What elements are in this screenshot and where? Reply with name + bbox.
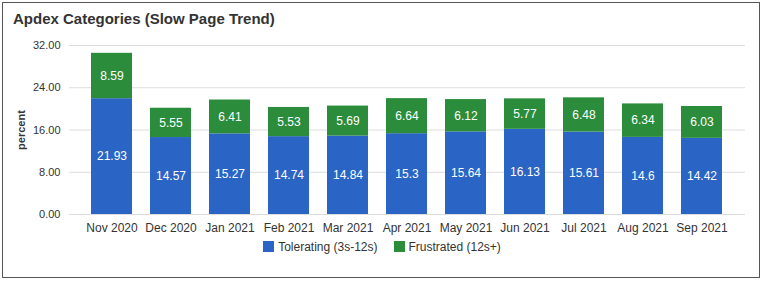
svg-text:Feb 2021: Feb 2021 xyxy=(264,221,315,235)
svg-text:15.3: 15.3 xyxy=(395,167,419,181)
svg-text:6.48: 6.48 xyxy=(572,108,596,122)
svg-text:15.64: 15.64 xyxy=(451,166,481,180)
html-text:Apdex Categories (Slow Page Tr: Apdex Categories (Slow Page Trend) xyxy=(13,10,275,27)
svg-text:Jan 2021: Jan 2021 xyxy=(205,221,255,235)
svg-text:6.03: 6.03 xyxy=(690,115,714,129)
svg-text:Aug 2021: Aug 2021 xyxy=(617,221,669,235)
svg-text:15.27: 15.27 xyxy=(215,167,245,181)
svg-text:percent: percent xyxy=(15,110,27,150)
svg-text:15.61: 15.61 xyxy=(569,166,599,180)
svg-text:6.64: 6.64 xyxy=(395,109,419,123)
svg-text:Dec 2020: Dec 2020 xyxy=(145,221,197,235)
svg-text:Jun 2021: Jun 2021 xyxy=(500,221,550,235)
svg-text:Jul 2021: Jul 2021 xyxy=(561,221,607,235)
svg-text:14.74: 14.74 xyxy=(274,168,304,182)
svg-text:5.53: 5.53 xyxy=(277,115,301,129)
svg-text:Sep 2021: Sep 2021 xyxy=(676,221,728,235)
svg-text:6.34: 6.34 xyxy=(631,113,655,127)
svg-text:8.59: 8.59 xyxy=(100,69,124,83)
svg-text:21.93: 21.93 xyxy=(97,149,127,163)
svg-text:May 2021: May 2021 xyxy=(440,221,493,235)
svg-text:Mar 2021: Mar 2021 xyxy=(323,221,374,235)
svg-text:6.12: 6.12 xyxy=(454,109,478,123)
svg-text:8.00: 8.00 xyxy=(39,166,60,178)
svg-text:14.84: 14.84 xyxy=(333,168,363,182)
svg-text:Apr 2021: Apr 2021 xyxy=(383,221,432,235)
svg-text:14.42: 14.42 xyxy=(687,169,717,183)
svg-text:5.55: 5.55 xyxy=(159,116,183,130)
svg-text:24.00: 24.00 xyxy=(33,81,61,93)
svg-text:32.00: 32.00 xyxy=(33,39,61,51)
svg-text:Nov 2020: Nov 2020 xyxy=(86,221,138,235)
svg-text:5.77: 5.77 xyxy=(513,107,537,121)
svg-text:14.57: 14.57 xyxy=(156,169,186,183)
svg-text:16.13: 16.13 xyxy=(510,165,540,179)
svg-text:5.69: 5.69 xyxy=(336,114,360,128)
html-text:Frustrated (12s+): Frustrated (12s+) xyxy=(408,240,501,254)
svg-text:0.00: 0.00 xyxy=(39,208,60,220)
svg-text:16.00: 16.00 xyxy=(33,124,61,136)
svg-text:14.6: 14.6 xyxy=(631,169,655,183)
html-text:Tolerating (3s-12s): Tolerating (3s-12s) xyxy=(278,240,378,254)
svg-text:6.41: 6.41 xyxy=(218,110,242,124)
